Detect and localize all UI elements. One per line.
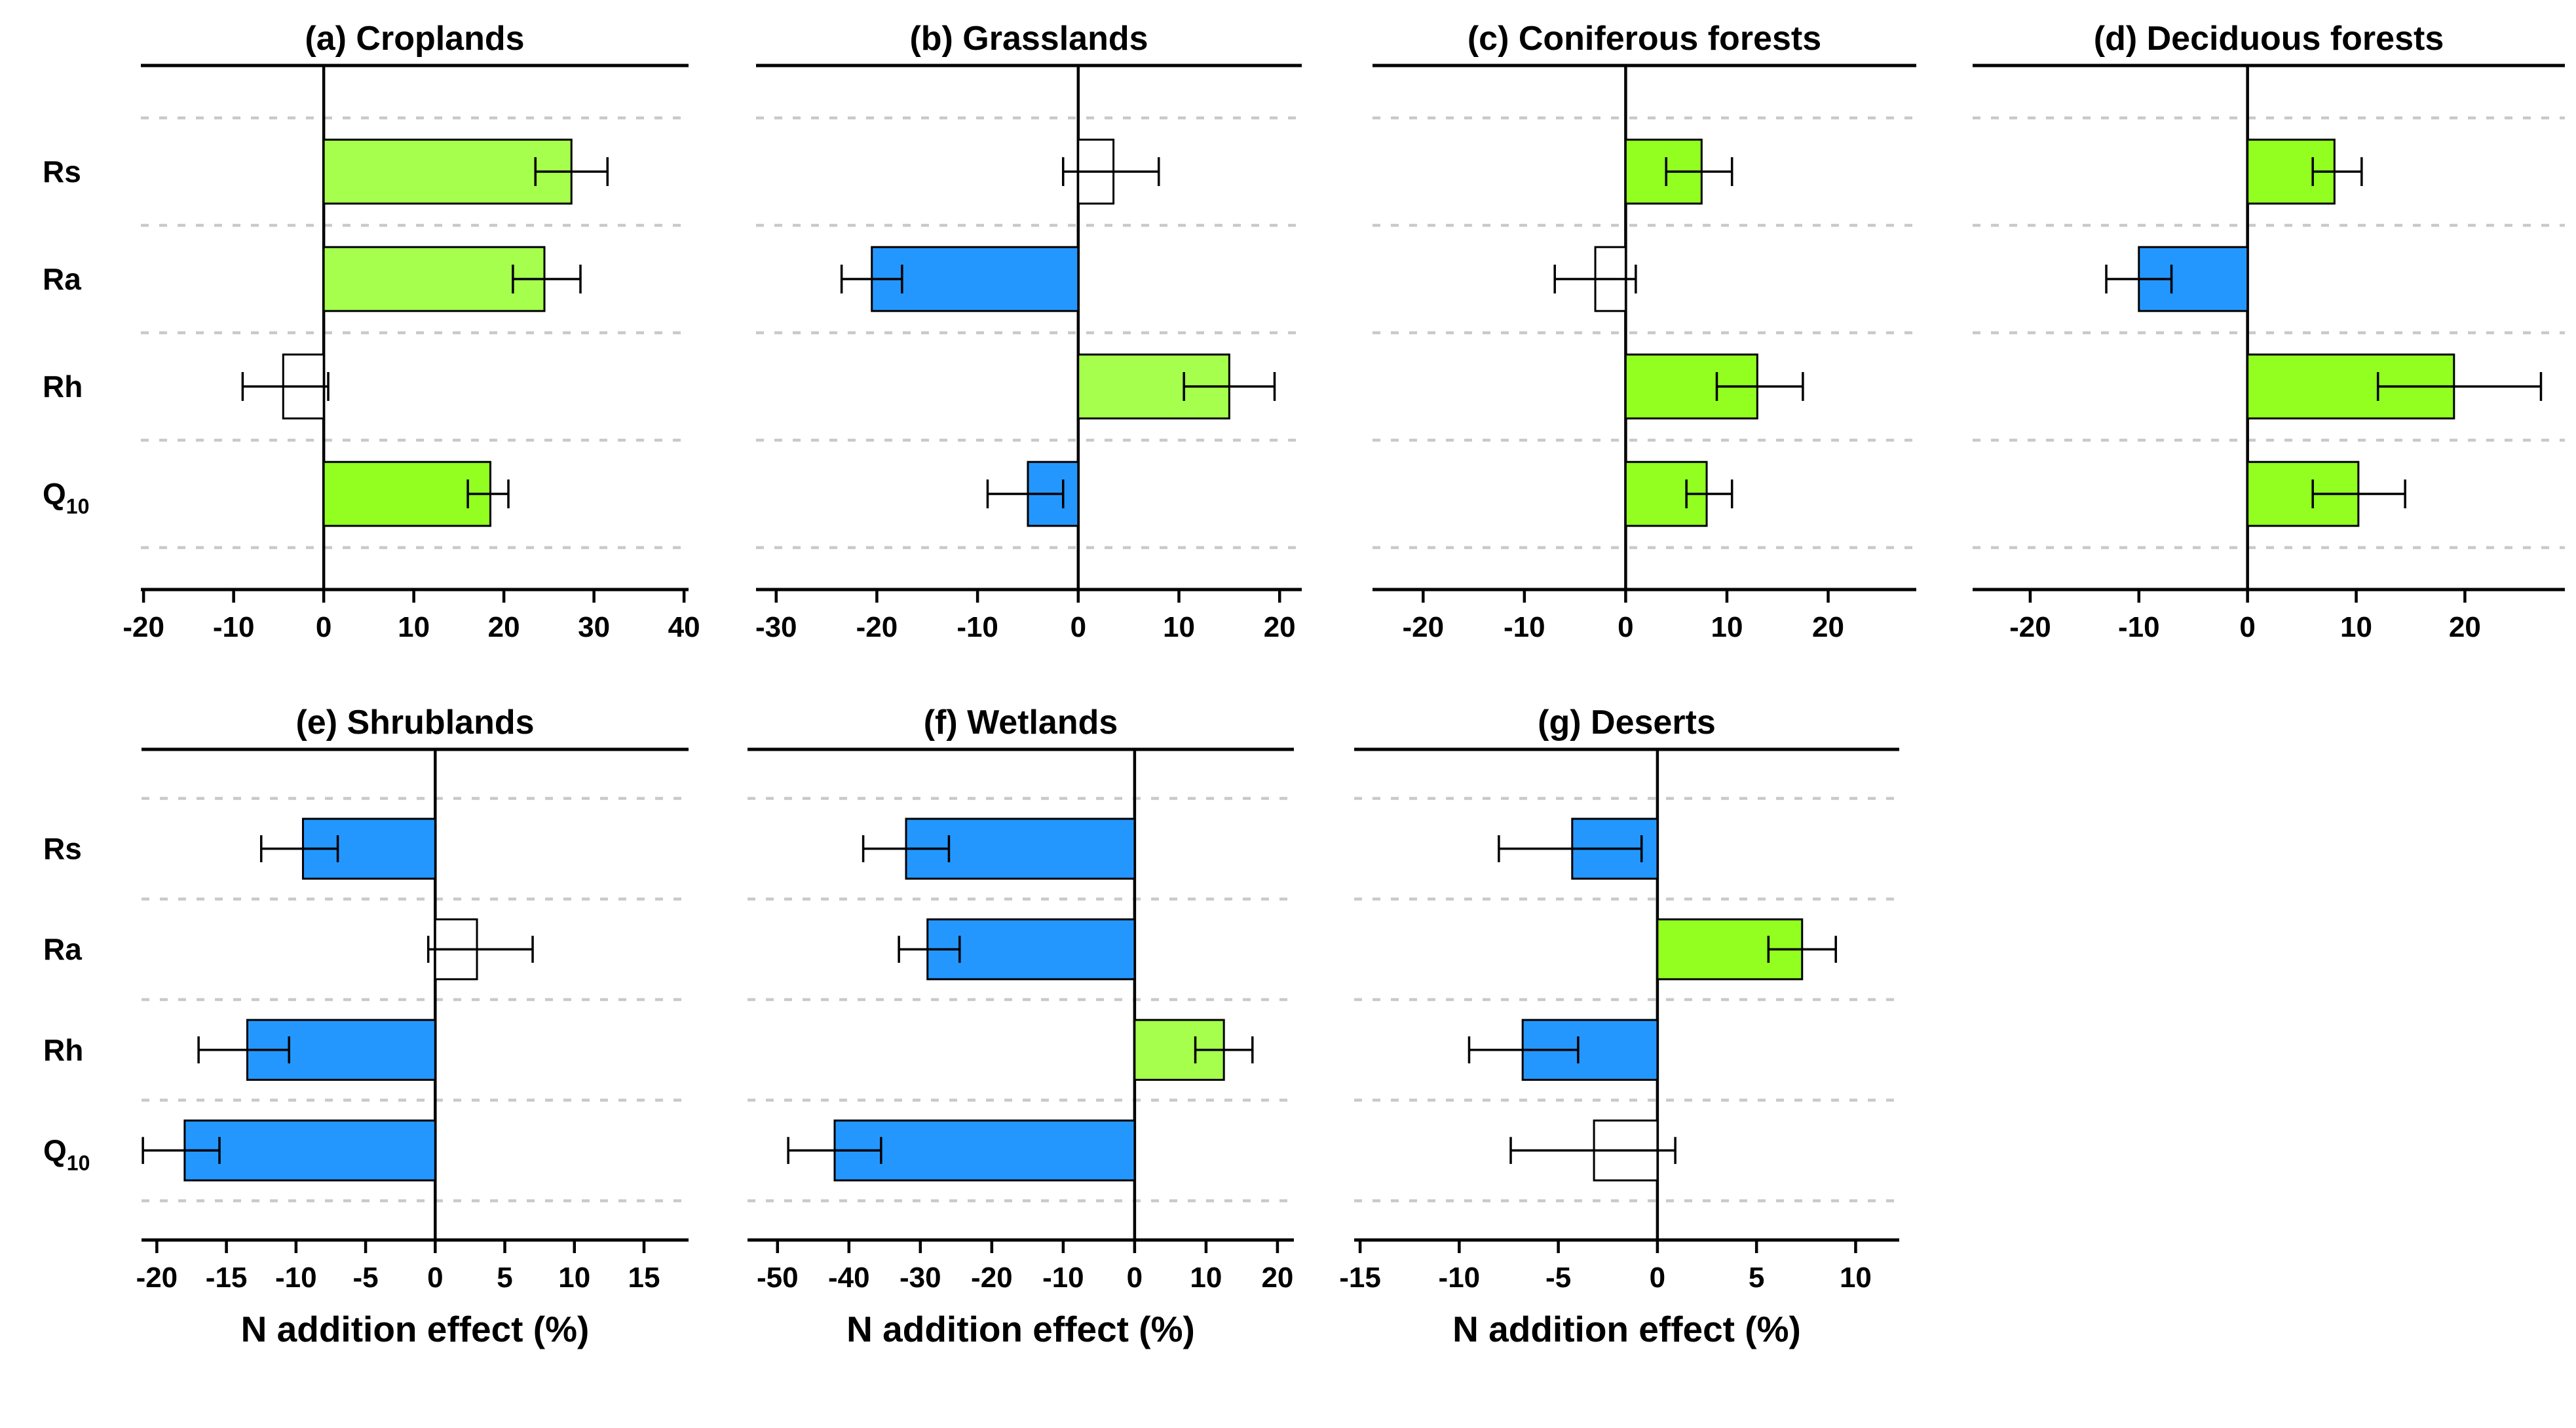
panel-c: (c) Coniferous forests -20 -10 0 10 20 [1373,20,1916,643]
tick-label: 0 [1070,611,1086,643]
tick-label: 10 [1711,611,1743,643]
tick-label: -10 [957,611,998,643]
bar-b-Ra [871,246,1080,312]
bar-e-Q10 [183,1119,436,1182]
bar-f-Q10 [833,1119,1136,1182]
tick-label: 40 [668,611,700,643]
panel-b-title: (b) Grasslands [909,20,1148,58]
tick-label: 0 [1618,611,1633,643]
tick-label: -20 [1402,611,1444,643]
tick-label: -15 [1339,1262,1381,1294]
tick-label: 10 [1190,1262,1222,1294]
tick-label: -20 [971,1262,1013,1294]
tick-label: 10 [398,611,430,643]
tick-label: 0 [2239,611,2255,643]
tick-label: -20 [2009,611,2051,643]
tick-label: -10 [1042,1262,1084,1294]
tick-label: -10 [2118,611,2160,643]
row-label-Q10: Q10 [43,1133,90,1174]
bar-a-Q10 [322,460,491,527]
tick-label: 0 [1127,1262,1143,1294]
panel-c-title: (c) Coniferous forests [1468,20,1821,58]
tick-label: 5 [1749,1262,1764,1294]
tick-label: 10 [558,1262,590,1294]
tick-label: -5 [353,1262,379,1294]
tick-label: -20 [123,611,164,643]
tick-label: -10 [1504,611,1545,643]
tick-label: 20 [1812,611,1844,643]
tick-label: -20 [856,611,898,643]
tick-label: -15 [206,1262,248,1294]
panel-a-title: (a) Croplands [305,20,524,58]
panel-g: (g) Deserts -15 -10 -5 0 5 10 N addition effect… [1339,704,1899,1349]
row-label-Rs: Rs [43,832,82,866]
tick-label: -5 [1545,1262,1571,1294]
x-axis-label: N addition effect (%) [241,1309,590,1349]
tick-label: 0 [316,611,331,643]
bar-a-Rs [322,138,573,205]
panel-e-title: (e) Shrublands [295,704,534,742]
panel-d-title: (d) Deciduous forests [2094,20,2444,58]
bar-f-Ra [926,918,1136,981]
tick-label: -30 [755,611,797,643]
tick-label: 20 [1261,1262,1293,1294]
row-label-Rh: Rh [43,369,83,404]
bar-f-Rh [1133,1019,1225,1081]
panel-a: (a) Croplands -20 -10 0 10 20 30 40 Rs Ra Rh Q10 [43,20,700,643]
tick-label: 0 [427,1262,443,1294]
panel-e: (e) Shrublands -20 -15 -10 -5 0 5 10 15 Rs Ra Rh Q10… [43,704,689,1349]
row-label-Rs: Rs [43,155,81,189]
panel-b: (b) Grasslands -30 -20 -10 0 10 20 [755,20,1302,643]
panel-f: (f) Wetlands -50 -40 -30 -20 -10 0 10 20 N additi… [748,704,1294,1349]
tick-label: -20 [136,1262,178,1294]
panel-d: (d) Deciduous forests -20 -10 0 10 20 [1973,20,2565,643]
tick-label: -40 [828,1262,870,1294]
tick-label: -10 [275,1262,317,1294]
tick-label: 0 [1650,1262,1665,1294]
row-label-Q10: Q10 [43,477,89,518]
row-label-subscript: 10 [67,1151,90,1174]
tick-label: 15 [628,1262,660,1294]
tick-label: -30 [900,1262,941,1294]
tick-label: -10 [1439,1262,1481,1294]
row-label-subscript: 10 [66,495,90,518]
bar-a-Ra [322,246,546,312]
row-label-Ra: Ra [43,262,81,296]
tick-label: 10 [2340,611,2372,643]
tick-label: 20 [2449,611,2481,643]
tick-label: -10 [213,611,255,643]
tick-label: 10 [1163,611,1195,643]
tick-label: 20 [1264,611,1296,643]
tick-label: 30 [578,611,610,643]
row-label-Rh: Rh [43,1033,83,1067]
x-axis-label: N addition effect (%) [1452,1309,1801,1349]
panel-g-title: (g) Deserts [1538,704,1716,742]
tick-label: 20 [488,611,520,643]
tick-label: -50 [757,1262,799,1294]
row-label-Ra: Ra [43,932,82,966]
tick-label: 10 [1840,1262,1872,1294]
x-axis-label: N addition effect (%) [846,1309,1195,1349]
panel-f-title: (f) Wetlands [924,704,1118,742]
tick-label: 5 [497,1262,512,1294]
